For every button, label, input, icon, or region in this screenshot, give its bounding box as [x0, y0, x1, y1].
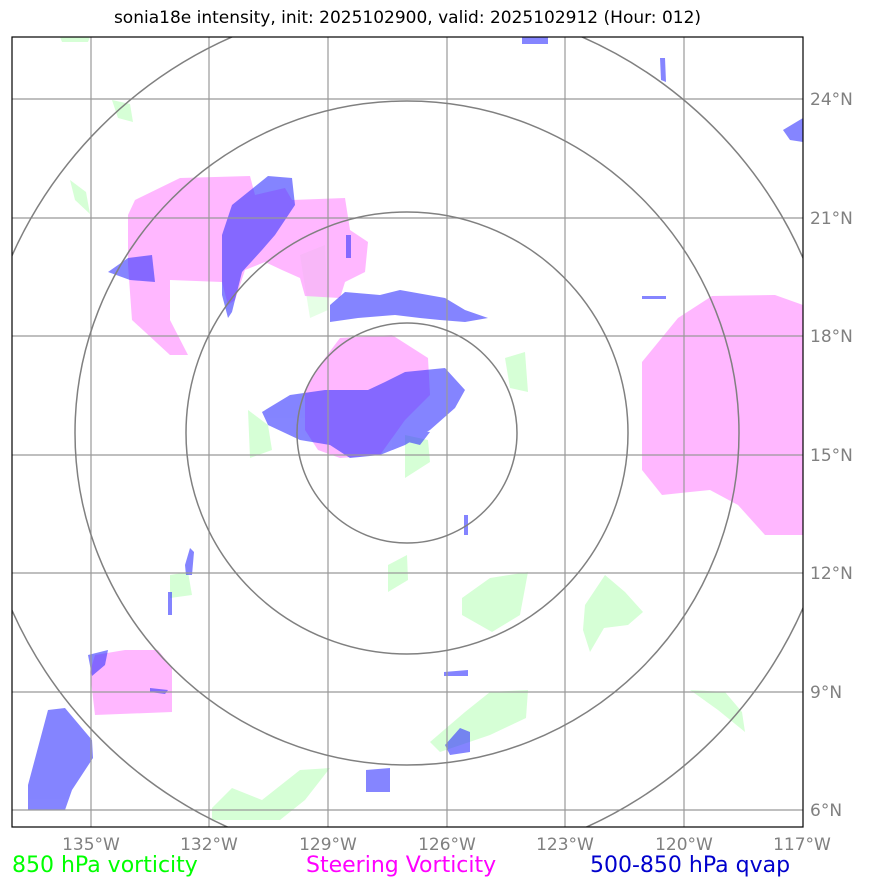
lat-label: 15°N — [810, 446, 853, 466]
lon-label: 123°W — [536, 835, 594, 855]
lat-label: 6°N — [810, 801, 842, 821]
range-ring-4deg — [185, 211, 629, 655]
lon-label: 129°W — [299, 835, 357, 855]
lon-label: 126°W — [418, 835, 476, 855]
lon-label: 120°W — [655, 835, 713, 855]
lat-label: 21°N — [810, 209, 853, 229]
legend-qvap: 500-850 hPa qvap — [590, 853, 791, 878]
lat-label: 12°N — [810, 564, 853, 584]
legend-850-vorticity: 850 hPa vorticity — [12, 853, 198, 878]
legend-steering-vorticity: Steering Vorticity — [306, 853, 497, 878]
range-ring-2deg — [296, 322, 518, 544]
range-ring-6deg — [74, 100, 740, 766]
map-title: sonia18e intensity, init: 2025102900, va… — [113, 8, 702, 28]
lat-label: 18°N — [810, 327, 853, 347]
lat-lon-grid — [12, 37, 803, 827]
lon-label: 132°W — [180, 835, 238, 855]
lat-label: 24°N — [810, 90, 853, 110]
lat-label: 9°N — [810, 683, 842, 703]
qvap-contours — [28, 37, 803, 810]
range-rings — [12, 37, 803, 827]
map-frame — [11, 36, 804, 828]
lon-label: 135°W — [62, 835, 120, 855]
lon-label: 117°W — [773, 835, 831, 855]
